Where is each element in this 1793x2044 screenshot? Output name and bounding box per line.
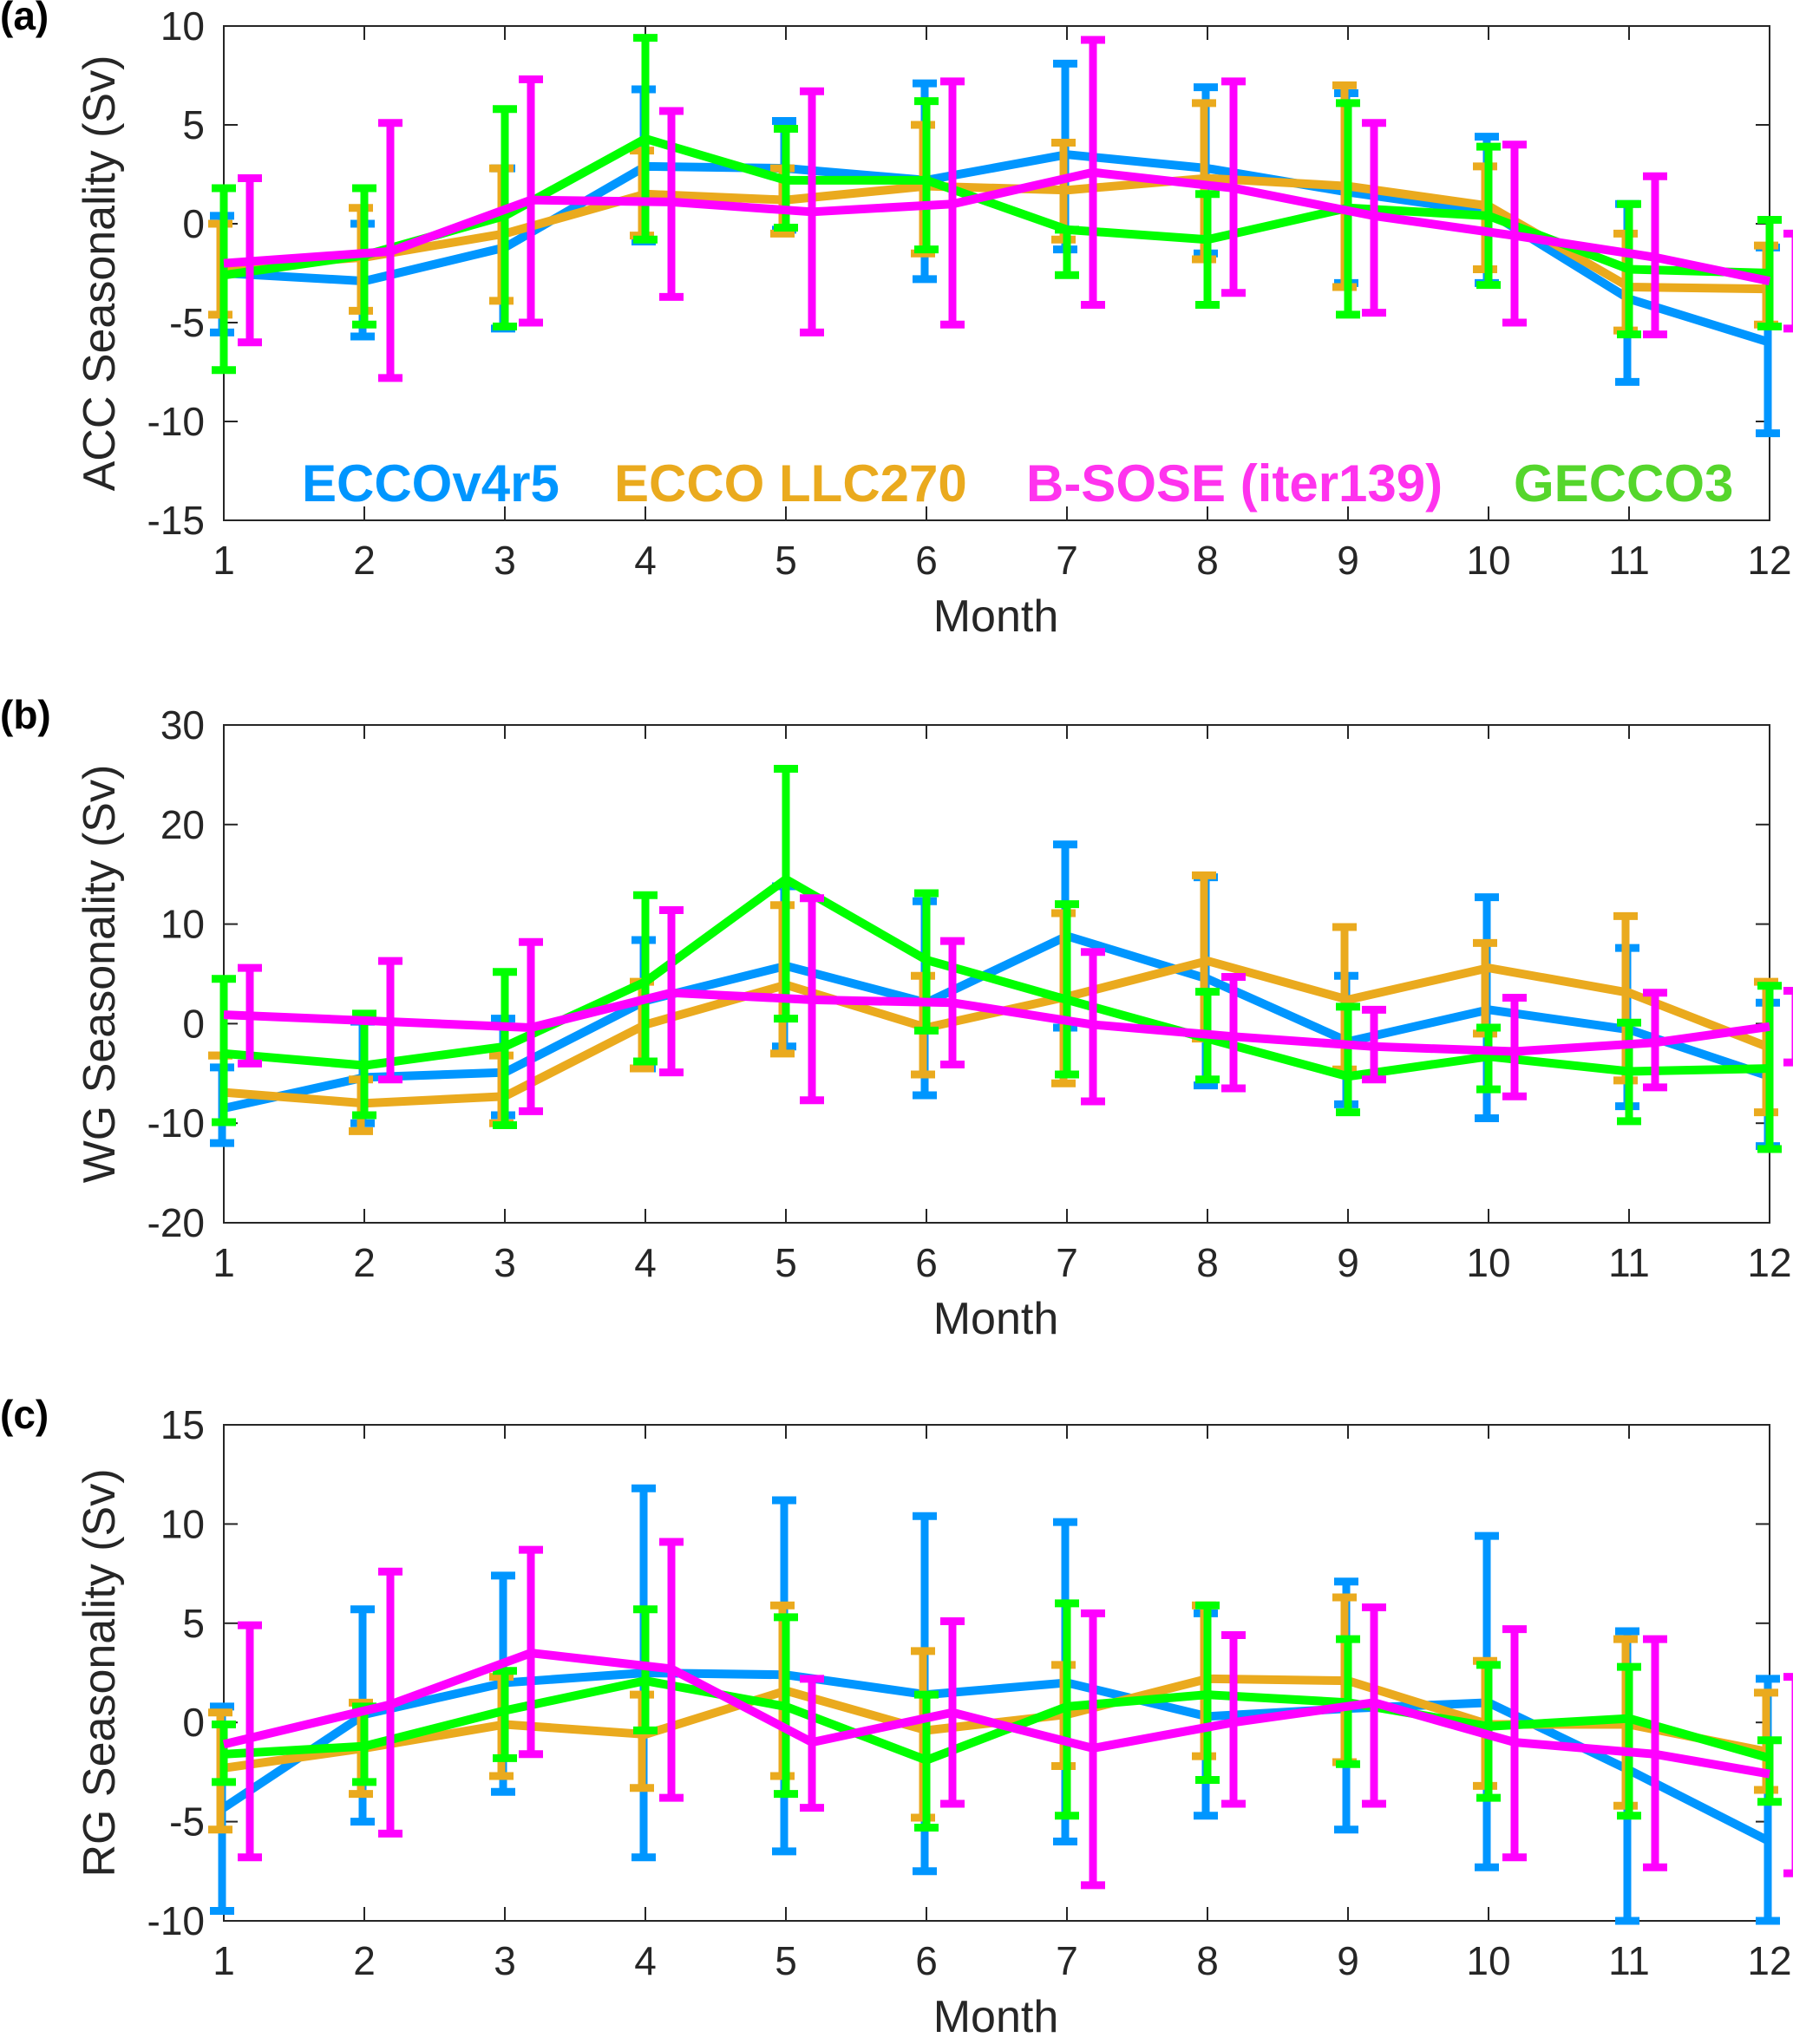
legend-entry-llc270: ECCO LLC270: [614, 454, 967, 513]
y-tick-label: 30: [160, 702, 205, 748]
y-tick-label: 5: [182, 1601, 205, 1646]
legend-entry-gecco3: GECCO3: [1514, 454, 1733, 513]
y-axis-title: WG Seasonality (Sv): [75, 765, 125, 1184]
series-line: [221, 1669, 1772, 1845]
y-tick-label: -10: [147, 1100, 205, 1146]
x-axis-title: Month: [933, 1294, 1059, 1344]
x-tick-label: 10: [1466, 1938, 1510, 1983]
x-axis-title: Month: [933, 591, 1059, 642]
series-ecco-llc270: [208, 871, 1778, 1135]
y-tick-label: 10: [160, 3, 205, 49]
y-tick-label: -15: [147, 498, 205, 543]
series-ecco-llc270: [208, 1593, 1778, 1834]
x-tick-label: 10: [1466, 538, 1510, 583]
x-tick-label: 7: [1056, 538, 1078, 583]
panel-label: (b): [0, 692, 51, 737]
y-axis-title: ACC Seasonality (Sv): [75, 56, 125, 492]
y-tick-label: 20: [160, 802, 205, 847]
series-line: [223, 134, 1770, 280]
x-tick-label: 1: [213, 538, 235, 583]
y-axis-title: RG Seasonality (Sv): [75, 1468, 125, 1877]
series-eccov4r5: [210, 1484, 1780, 1925]
x-tick-label: 7: [1056, 1938, 1078, 1983]
x-tick-label: 11: [1608, 1938, 1650, 1983]
y-tick-label: 10: [160, 902, 205, 947]
series-b-sose-iter139-: [223, 894, 1793, 1115]
axes-box: [223, 25, 1770, 521]
y-tick-label: -5: [169, 1799, 205, 1845]
x-tick-label: 9: [1337, 538, 1359, 583]
x-tick-label: 11: [1608, 538, 1650, 583]
y-tick-label: -20: [147, 1200, 205, 1245]
x-tick-label: 3: [494, 1938, 516, 1983]
x-tick-label: 9: [1337, 1240, 1359, 1285]
x-tick-label: 4: [634, 538, 657, 583]
x-tick-label: 5: [775, 1240, 797, 1285]
series-b-sose-iter139-: [222, 1538, 1793, 1890]
series-gecco3: [212, 34, 1782, 375]
series-eccov4r5: [210, 59, 1780, 438]
x-tick-label: 6: [915, 1240, 938, 1285]
axes-box: [223, 724, 1770, 1224]
x-tick-label: 4: [634, 1240, 657, 1285]
x-tick-label: 4: [634, 1938, 657, 1983]
y-tick-label: 0: [182, 1700, 205, 1745]
x-tick-label: 2: [353, 1938, 376, 1983]
y-tick-label: 15: [160, 1402, 205, 1447]
x-tick-label: 3: [494, 538, 516, 583]
x-tick-label: 5: [775, 538, 797, 583]
x-tick-label: 12: [1747, 1240, 1791, 1285]
x-tick-label: 1: [213, 1938, 235, 1983]
x-tick-label: 10: [1466, 1240, 1510, 1285]
x-tick-label: 6: [915, 1938, 938, 1983]
series-line: [223, 150, 1771, 347]
x-tick-label: 8: [1196, 1938, 1219, 1983]
panel-label: (a): [0, 0, 49, 38]
x-tick-label: 12: [1747, 1938, 1791, 1983]
x-tick-label: 2: [353, 1240, 376, 1285]
y-tick-label: 0: [182, 201, 205, 246]
x-tick-label: 1: [213, 1240, 235, 1285]
x-tick-label: 5: [775, 1938, 797, 1983]
axes-box: [223, 1424, 1770, 1922]
y-tick-label: -5: [169, 300, 205, 345]
y-tick-label: 5: [182, 102, 205, 147]
x-axis-title: Month: [933, 1992, 1059, 2042]
series-gecco3: [212, 1599, 1782, 1832]
series-b-sose-iter139-: [223, 36, 1793, 382]
x-tick-label: 12: [1747, 538, 1791, 583]
x-tick-label: 11: [1608, 1240, 1650, 1285]
x-tick-label: 2: [353, 538, 376, 583]
x-tick-label: 8: [1196, 1240, 1219, 1285]
y-tick-label: 0: [182, 1001, 205, 1046]
y-tick-label: 10: [160, 1501, 205, 1546]
x-tick-label: 3: [494, 1240, 516, 1285]
series-gecco3: [212, 765, 1782, 1153]
series-line: [223, 988, 1770, 1056]
series-line: [223, 167, 1771, 286]
x-tick-label: 6: [915, 538, 938, 583]
legend-entry-eccov4r5: ECCOv4r5: [302, 454, 559, 513]
series-line: [222, 1649, 1770, 1779]
x-tick-label: 8: [1196, 538, 1219, 583]
x-tick-label: 9: [1337, 1938, 1359, 1983]
y-tick-label: -10: [147, 399, 205, 444]
x-tick-label: 7: [1056, 1240, 1078, 1285]
y-tick-label: -10: [147, 1898, 205, 1943]
legend-entry-bsose: B-SOSE (iter139): [1026, 454, 1443, 513]
panel-label: (c): [0, 1392, 49, 1437]
